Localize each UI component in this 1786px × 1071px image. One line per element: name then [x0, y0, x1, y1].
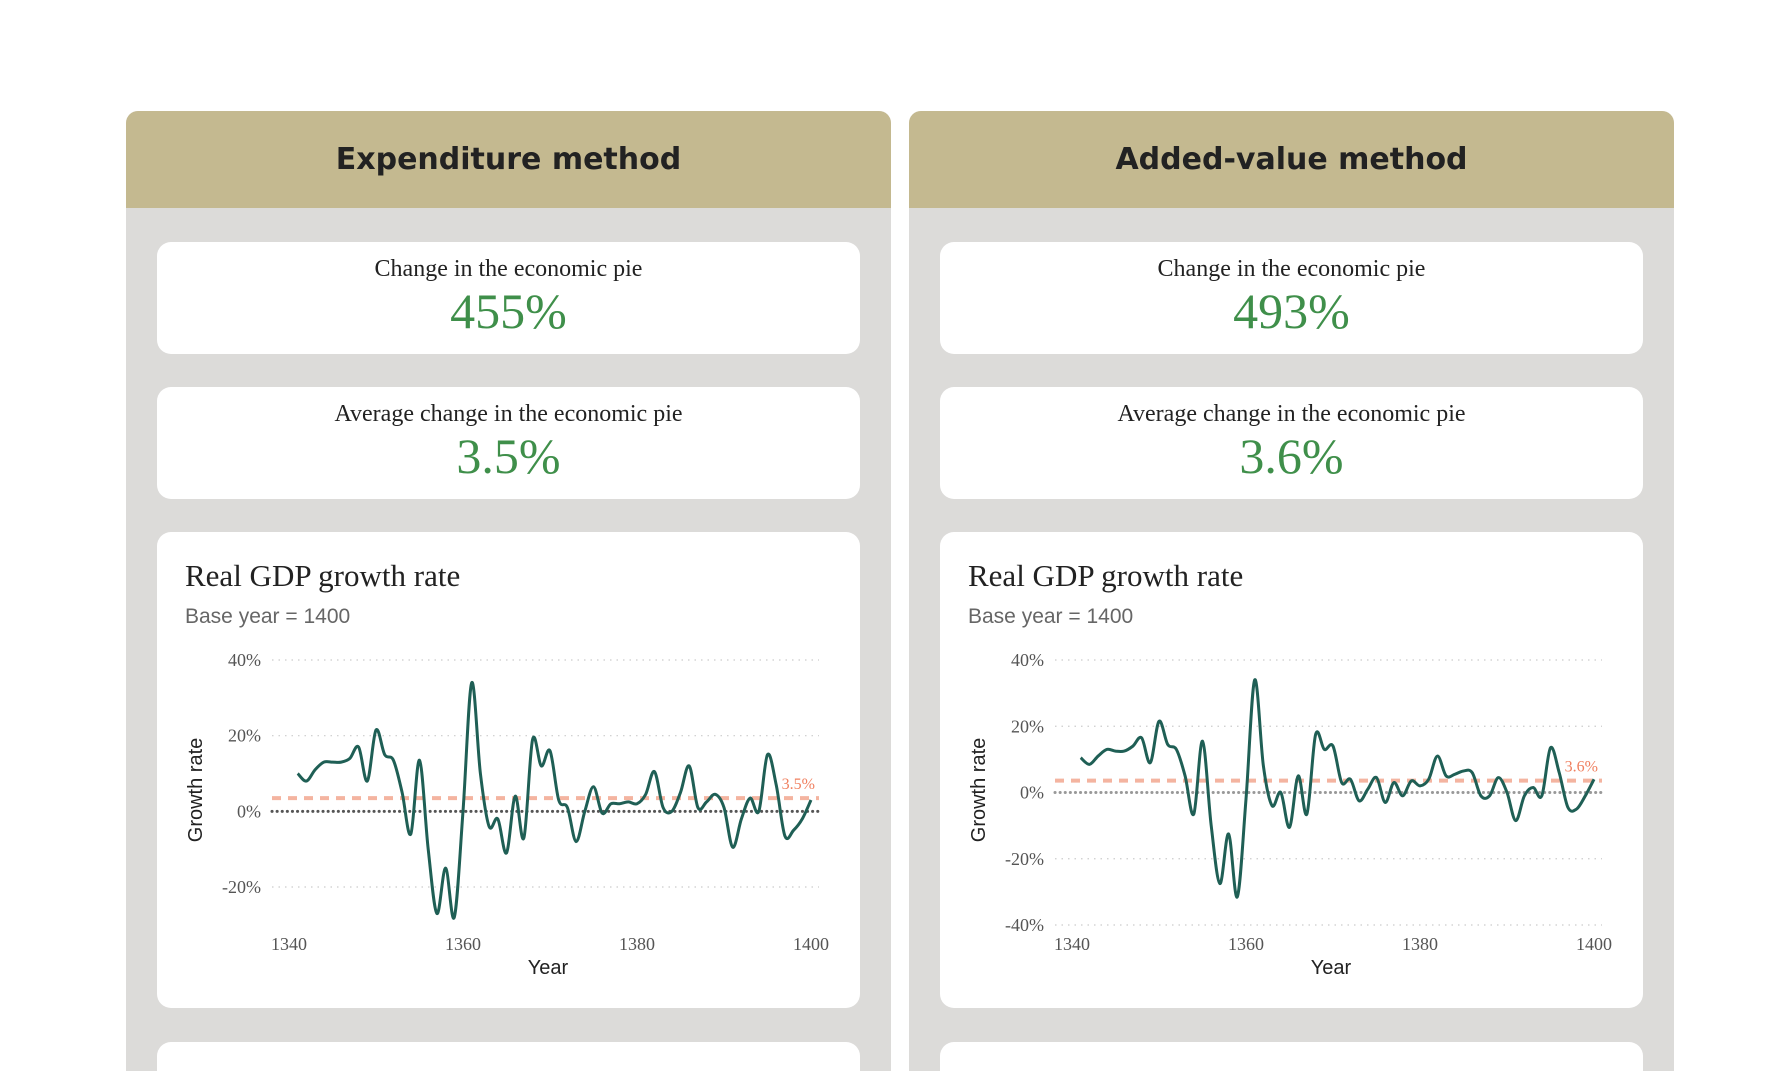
panel-header: Expenditure method: [126, 111, 891, 208]
y-tick-label: 0%: [237, 801, 261, 821]
chart-subtitle: Base year = 1400: [968, 605, 1134, 628]
x-tick-label: 1400: [1576, 934, 1612, 954]
y-tick-label: 40%: [1011, 650, 1044, 670]
stat-value: 493%: [1233, 283, 1350, 339]
y-tick-label: -40%: [1005, 915, 1044, 935]
panel-header: Added-value method: [909, 111, 1674, 208]
chart-title: Real GDP growth rate: [968, 558, 1244, 593]
y-axis-title: Growth rate: [185, 738, 207, 842]
stat-label: Change in the economic pie: [1157, 256, 1426, 282]
x-tick-label: 1380: [1402, 934, 1438, 954]
gdp-growth-chart: -40% -20% 0% 20% 40% 3.6% 1340 1360 1380 1400 Year…: [968, 650, 1612, 979]
total-change-card: Change in the economic pie 455%: [157, 242, 860, 354]
x-tick-label: 1360: [1228, 934, 1264, 954]
x-tick-label: 1400: [793, 934, 829, 954]
y-tick-label: 20%: [1011, 716, 1044, 736]
y-tick-label: 40%: [228, 650, 261, 670]
panel-title: Expenditure method: [335, 142, 682, 177]
total-change-card: Change in the economic pie 493%: [940, 242, 1643, 354]
gdp-chart-card: Real GDP growth rate Base year = 1400 -4…: [940, 532, 1643, 1008]
x-axis-title: Year: [1311, 957, 1352, 979]
growth-rate-line: [1079, 678, 1596, 899]
growth-rate-line: [296, 681, 813, 920]
gdp-chart-card: Real GDP growth rate Base year = 1400 -2…: [157, 532, 860, 1008]
y-axis-title: Growth rate: [968, 738, 990, 842]
x-tick-label: 1340: [1054, 934, 1090, 954]
chart-subtitle: Base year = 1400: [185, 605, 351, 628]
stat-label: Change in the economic pie: [374, 256, 643, 282]
next-card: [940, 1042, 1643, 1071]
stat-value: 3.5%: [456, 428, 561, 484]
mean-label: 3.6%: [1565, 759, 1598, 776]
x-axis-title: Year: [528, 957, 569, 979]
y-tick-label: -20%: [1005, 849, 1044, 869]
x-tick-label: 1380: [619, 934, 655, 954]
chart-title: Real GDP growth rate: [185, 558, 461, 593]
panel-title: Added-value method: [1115, 142, 1468, 177]
stat-label: Average change in the economic pie: [334, 401, 683, 427]
stat-value: 3.6%: [1239, 428, 1344, 484]
next-card: [157, 1042, 860, 1071]
y-tick-label: 0%: [1020, 783, 1044, 803]
y-tick-label: -20%: [222, 877, 261, 897]
stat-value: 455%: [450, 283, 567, 339]
x-tick-label: 1360: [445, 934, 481, 954]
average-change-card: Average change in the economic pie 3.6%: [940, 387, 1643, 499]
panel-added-value: Added-value method Change in the economi…: [909, 111, 1674, 1071]
stat-label: Average change in the economic pie: [1117, 401, 1466, 427]
mean-label: 3.5%: [782, 776, 815, 793]
x-tick-label: 1340: [271, 934, 307, 954]
y-tick-label: 20%: [228, 726, 261, 746]
average-change-card: Average change in the economic pie 3.5%: [157, 387, 860, 499]
panel-expenditure: Expenditure method Change in the economi…: [126, 111, 891, 1071]
gdp-growth-chart: -20% 0% 20% 40% 3.5% 1340 1360 1380 1400 Year Grow…: [185, 650, 829, 979]
